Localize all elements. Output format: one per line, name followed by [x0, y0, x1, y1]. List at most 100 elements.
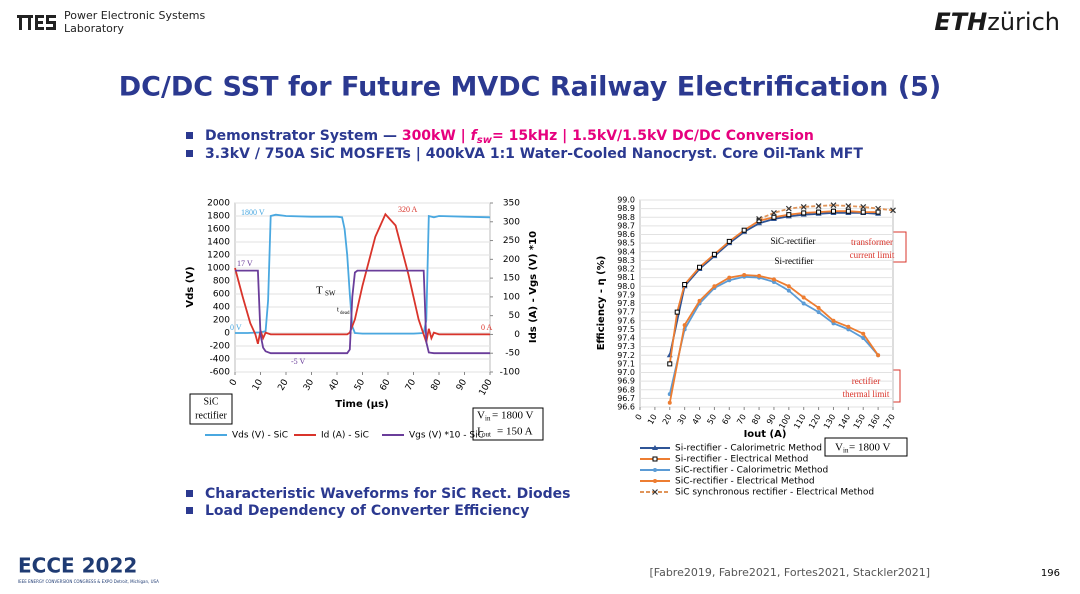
point	[653, 479, 657, 483]
point	[786, 212, 792, 218]
point	[800, 203, 807, 210]
bullet-text: 3.3kV / 750A SiC MOSFETs | 400kVA 1:1 Wa…	[205, 146, 863, 162]
point	[816, 209, 822, 215]
y2-tick-label: 250	[503, 236, 520, 246]
y-tick-label: 97.0	[617, 368, 635, 377]
y-tick-label: 97.4	[617, 334, 635, 343]
point	[712, 284, 717, 289]
annotation: 0 V	[230, 323, 242, 332]
y2-tick-label: 100	[503, 292, 520, 302]
point	[682, 282, 688, 288]
references: [Fabre2019, Fabre2021, Fortes2021, Stack…	[649, 566, 930, 579]
point	[697, 264, 703, 270]
point	[652, 445, 658, 450]
annotation: = 1800 V	[849, 442, 891, 454]
annotation: out	[482, 431, 491, 439]
point	[890, 207, 896, 214]
y-tick-label: 97.7	[617, 308, 635, 317]
x-tick-label: 50	[705, 413, 718, 426]
y-tick-label: 0	[224, 329, 230, 339]
legend-label: SiC-rectifier - Calorimetric Method	[675, 466, 828, 476]
y-tick-label: 2000	[207, 199, 230, 209]
annotation: 320 A	[398, 205, 418, 214]
conf-logo: ECCE 2022	[18, 554, 137, 578]
y-tick-label: 98.7	[617, 221, 635, 230]
annotation: = 1800 V	[492, 410, 534, 422]
y-tick-label: 97.2	[617, 351, 635, 360]
annotation: t	[337, 306, 339, 314]
x-tick-label: 30	[302, 378, 317, 393]
y-tick-label: 96.7	[617, 394, 635, 403]
chart: 96.696.796.896.997.097.197.297.397.497.5…	[596, 196, 897, 498]
pes-logo	[17, 15, 56, 30]
annotation: thermal limit	[843, 389, 890, 399]
annotation: V	[477, 410, 485, 422]
series-line	[235, 213, 491, 335]
point	[801, 295, 806, 300]
x-tick-label: 0	[228, 378, 240, 388]
bullet-text: Demonstrator System — 300kW | fsw= 15kHz…	[205, 128, 814, 146]
y-tick-label: 400	[213, 303, 230, 313]
annotation: 17 V	[237, 259, 253, 268]
x-tick-label: 170	[881, 413, 896, 431]
x-tick-label: 70	[404, 378, 419, 393]
y-tick-label: 98.9	[617, 204, 635, 213]
y-tick-label: 800	[213, 277, 230, 287]
legend-label: SiC-rectifier - Electrical Method	[675, 477, 815, 487]
point	[711, 251, 717, 257]
y-tick-label: 1800	[207, 212, 230, 222]
point	[816, 305, 821, 310]
point	[697, 298, 702, 303]
point	[830, 202, 837, 209]
legend-label: SiC synchronous rectifier - Electrical M…	[675, 488, 874, 498]
bullet	[186, 490, 193, 497]
y-tick-label: 600	[213, 290, 230, 300]
conf-sub: IEEE ENERGY CONVERSION CONGRESS & EXPO D…	[18, 579, 159, 584]
chart1-decor	[189, 290, 544, 441]
annotation: dead	[340, 311, 350, 316]
point	[830, 208, 836, 214]
y-tick-label: -600	[210, 368, 231, 378]
x-tick-label: 100	[478, 378, 495, 398]
point	[771, 214, 777, 220]
y2-tick-label: -50	[505, 349, 520, 359]
y2-tick-label: 300	[503, 217, 520, 227]
point	[757, 273, 762, 278]
legend-label: Si-rectifier - Electrical Method	[675, 455, 808, 465]
point	[771, 277, 776, 282]
point	[674, 309, 680, 315]
y-axis-label: Vds (V)	[185, 266, 196, 307]
x-tick-label: 150	[852, 413, 867, 431]
y-tick-label: 98.3	[617, 256, 635, 265]
point	[815, 203, 822, 209]
point	[860, 203, 867, 210]
x-tick-label: 40	[691, 413, 704, 426]
point	[652, 489, 658, 495]
y2-tick-label: 0	[514, 330, 520, 340]
point	[845, 203, 852, 209]
y-tick-label: 1400	[207, 238, 230, 248]
lab-name: Power Electronic Systems	[64, 9, 205, 22]
y-tick-label: 99.0	[617, 196, 635, 205]
x-tick-label: 90	[455, 378, 470, 393]
y2-tick-label: 150	[503, 274, 520, 284]
legend-label: Id (A) - SiC	[321, 431, 369, 441]
annotation: V	[835, 442, 843, 454]
x-axis-label: Iout (A)	[744, 429, 787, 440]
annotation: in	[485, 415, 491, 423]
x-tick-label: 160	[867, 413, 882, 431]
y-tick-label: 200	[213, 316, 230, 326]
point	[845, 208, 851, 214]
point	[861, 331, 866, 336]
point	[726, 238, 732, 244]
annotation: rectifier	[195, 410, 227, 421]
y-tick-label: -200	[210, 342, 231, 352]
y2-tick-label: 50	[509, 311, 521, 321]
y-tick-label: 98.6	[617, 230, 635, 239]
annotation: 1800 V	[241, 208, 265, 217]
annotation: 0 A	[481, 323, 493, 332]
y-tick-label: 1000	[207, 264, 230, 274]
point	[653, 468, 657, 472]
annotation: Si-rectifier	[775, 256, 814, 266]
point	[861, 336, 866, 340]
